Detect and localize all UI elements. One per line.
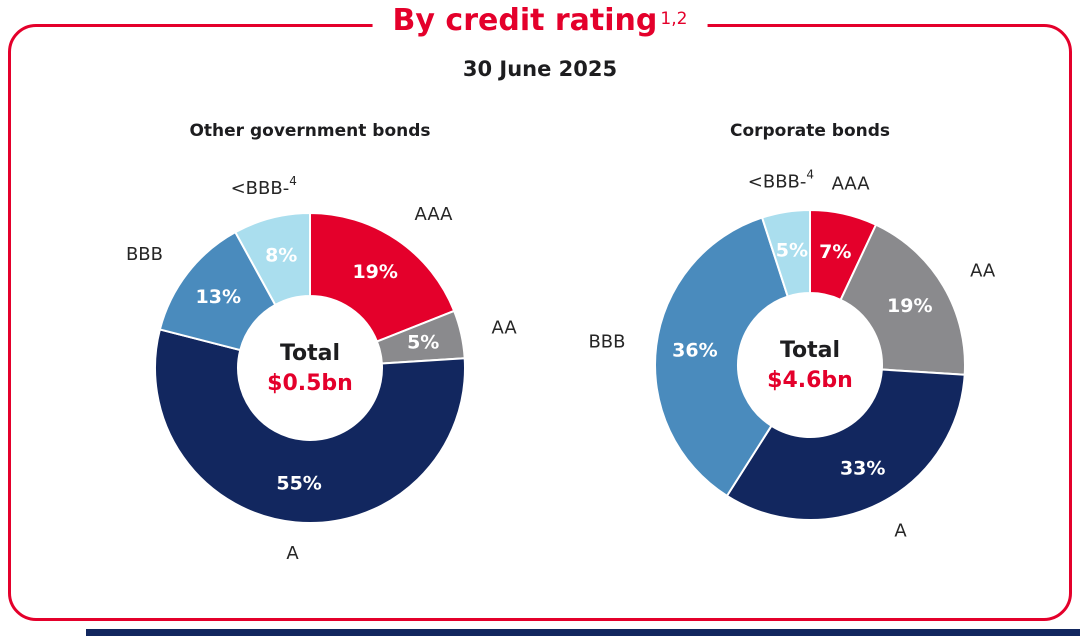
donut-segment-BBB [654, 216, 789, 497]
segment-rating-label: AAA [832, 173, 871, 194]
chart-title-corporate-bonds: Corporate bonds [729, 121, 891, 141]
segment-percent-label: 36% [672, 340, 717, 362]
donut-segment-BBB [761, 209, 811, 298]
segment-rating-label: <BBB-4 [748, 167, 814, 192]
date-label: 30 June 2025 [462, 57, 618, 81]
segment-percent-label: 19% [887, 295, 932, 317]
segment-percent-label: 5% [776, 239, 808, 261]
segment-rating-label: BBB [126, 244, 163, 265]
donut-center-label: Total [280, 341, 340, 366]
segment-percent-label: 13% [196, 286, 241, 308]
segment-percent-label: 7% [819, 241, 851, 263]
donut-center-value: $0.5bn [267, 371, 353, 396]
page-title-superscript: 1,2 [660, 8, 688, 29]
page-title-text: By credit rating [392, 3, 658, 38]
segment-percent-label: 33% [840, 457, 885, 479]
donut-center-value: $4.6bn [767, 368, 853, 393]
segment-rating-label: AA [970, 260, 996, 281]
donut-segment-A [154, 328, 466, 524]
chart-title-other-government-bonds: Other government bonds [189, 121, 431, 141]
segment-rating-label: AA [492, 317, 518, 338]
donut-chart-other-government-bonds: 19% AAA 5% AA 55% A 13% BBB 8% <BBB-4 Total $0.5bn [126, 174, 518, 564]
bottom-accent-bar [86, 629, 1080, 636]
page-title: By credit rating 1,2 [372, 3, 708, 38]
donut-center-label: Total [780, 338, 840, 363]
segment-rating-label: A [894, 520, 907, 541]
segment-percent-label: 5% [407, 332, 439, 354]
segment-rating-label: A [286, 543, 299, 564]
segment-percent-label: 8% [265, 245, 297, 267]
segment-rating-label: AAA [415, 204, 454, 225]
donut-segment-A [725, 368, 966, 521]
donut-chart-corporate-bonds: 7% AAA 19% AA 33% A 36% BBB 5% <BBB-4 Total $4.6bn [588, 167, 996, 541]
segment-percent-label: 55% [276, 473, 321, 495]
segment-percent-label: 19% [352, 261, 397, 283]
donut-segment-AAA [309, 212, 456, 343]
donut-segment-BBB [234, 212, 311, 306]
segment-rating-label: BBB [588, 331, 625, 352]
donut-segment-AA [839, 223, 966, 376]
segment-rating-label: <BBB-4 [231, 174, 297, 199]
